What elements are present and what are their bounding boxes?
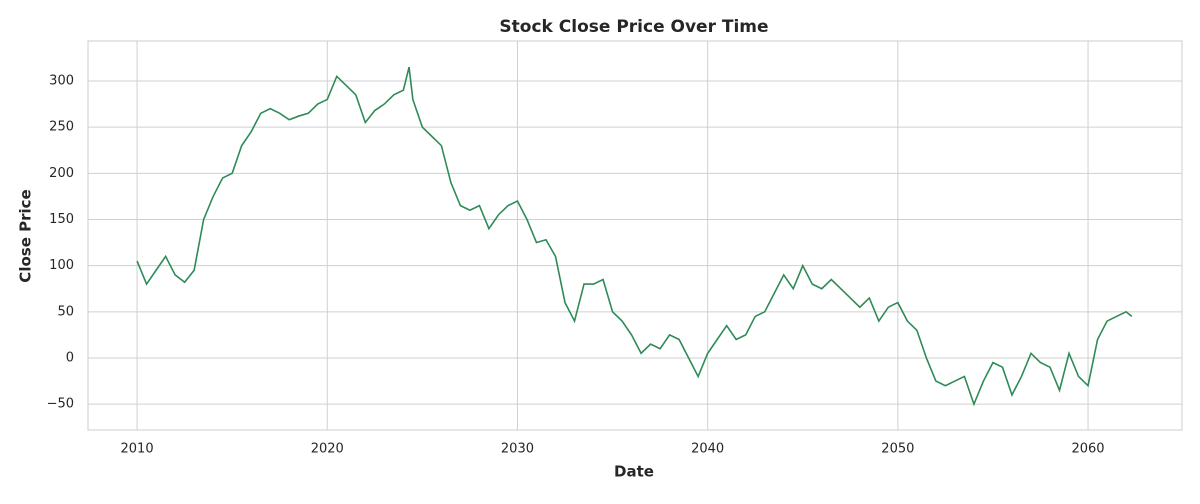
x-tick-label: 2060 (1071, 442, 1104, 457)
y-tick-label: 150 (49, 212, 74, 227)
x-tick-label: 2010 (121, 442, 154, 457)
y-tick-label: 200 (49, 166, 74, 181)
series-line (136, 66, 1133, 407)
y-tick-label: 300 (49, 73, 74, 88)
plot (136, 66, 1133, 407)
y-axis-label: Close Price (17, 189, 35, 282)
y-tick-label: 100 (49, 258, 74, 273)
grid (88, 41, 1182, 430)
x-tick-label: 2040 (691, 442, 724, 457)
y-tick-label: −50 (47, 397, 74, 412)
chart-title: Stock Close Price Over Time (499, 17, 768, 37)
frame (87, 40, 1183, 431)
y-tick-label: 0 (66, 350, 74, 365)
y-tick-label: 50 (57, 304, 74, 319)
x-axis-label: Date (614, 463, 654, 481)
x-tick-label: 2050 (881, 442, 914, 457)
x-tick-label: 2030 (501, 442, 534, 457)
y-tick-label: 250 (49, 120, 74, 135)
x-tick-label: 2020 (311, 442, 344, 457)
